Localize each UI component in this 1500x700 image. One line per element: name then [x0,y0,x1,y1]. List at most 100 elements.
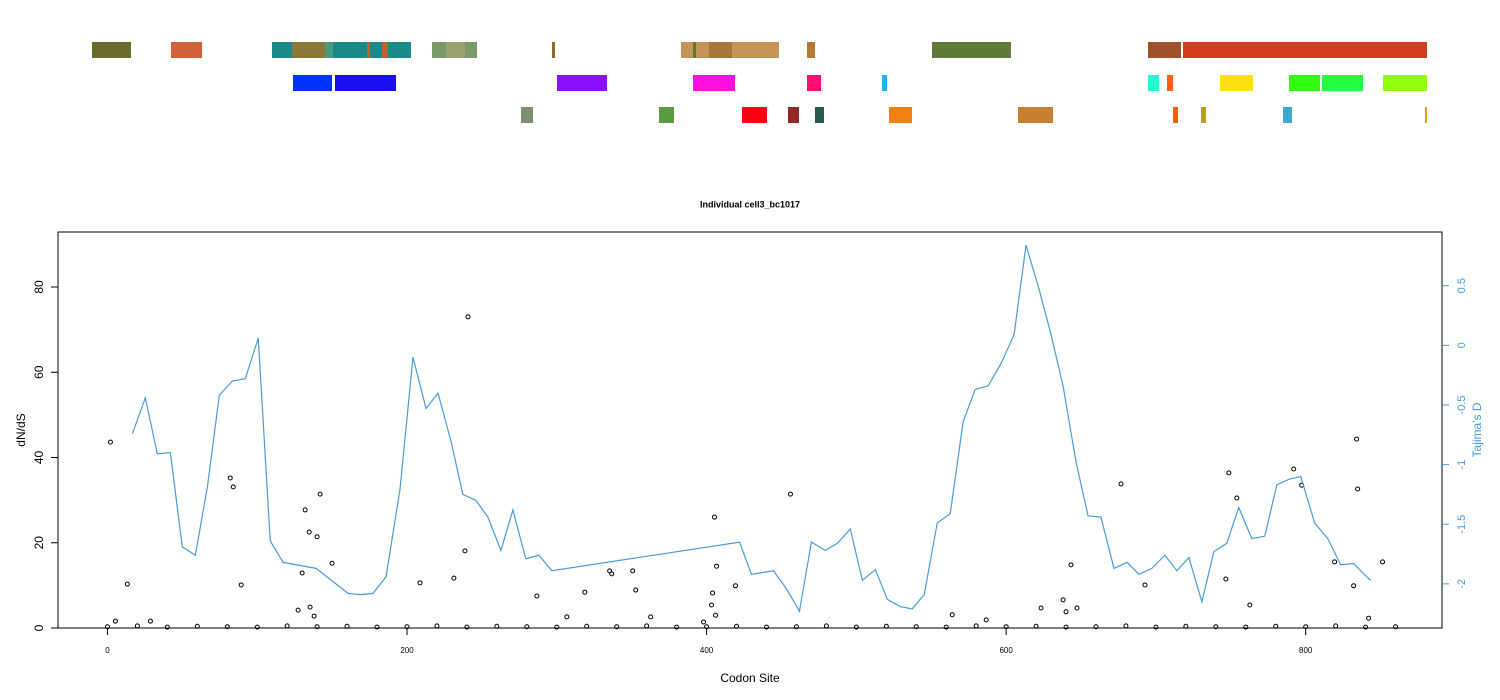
x-tick-label: 600 [999,646,1013,655]
point [1354,436,1360,442]
point [307,604,313,610]
point [609,571,615,577]
point [1366,615,1372,621]
point [107,439,113,445]
point [194,623,200,629]
point [1074,605,1080,611]
y2-tick-label: -1 [1456,460,1468,470]
point [973,623,979,629]
point [230,484,236,490]
point [1273,623,1279,629]
point [913,624,919,630]
y-tick-label: 0 [32,624,46,631]
y-tick-label: 60 [32,365,46,379]
point [1183,623,1189,629]
point [1355,486,1361,492]
point [1333,623,1339,629]
point [823,623,829,629]
x-tick-label: 200 [400,646,414,655]
point [633,587,639,593]
y2-tick-label: -2 [1456,579,1468,589]
point [314,534,320,540]
point [1332,559,1338,565]
y2-tick-label: 0.5 [1456,278,1468,293]
point [763,624,769,630]
point [417,580,423,586]
point [317,491,323,497]
point [494,623,500,629]
point [1234,495,1240,501]
point [311,613,317,619]
point [295,607,301,613]
point [712,514,718,520]
y2-tick-label: 0 [1456,342,1468,348]
point [134,623,140,629]
point [630,568,636,574]
point [238,582,244,588]
point [1243,624,1249,630]
point [1038,605,1044,611]
point [949,612,955,618]
point [582,589,588,595]
point [554,624,560,630]
line [131,244,1371,614]
point [1380,559,1386,565]
point [1226,470,1232,476]
point [793,624,799,630]
point [284,623,290,629]
point [306,529,312,535]
point [329,560,335,566]
y2-tick-label: -0.5 [1456,395,1468,414]
point [164,624,170,630]
point [564,614,570,620]
point [465,314,471,320]
point [584,623,590,629]
point [1063,624,1069,630]
x-tick-label: 0 [105,646,110,655]
point [1303,624,1309,630]
point [434,623,440,629]
point [853,624,859,630]
point [227,475,233,481]
plot-frame [57,231,1443,629]
point [314,624,320,630]
point [1351,583,1357,589]
point [648,614,654,620]
point [124,581,130,587]
point [344,623,350,629]
x-axis-label: Codon Site [720,671,780,685]
point [1060,597,1066,603]
point [374,624,380,630]
point [883,623,889,629]
point [714,563,720,569]
point [1247,602,1253,608]
point [524,624,530,630]
point [787,491,793,497]
point [464,624,470,630]
point [1063,609,1069,615]
point [451,575,457,581]
x-tick-label: 800 [1299,646,1313,655]
point [732,583,738,589]
y-tick-label: 20 [32,536,46,550]
point [1291,466,1297,472]
point [147,618,153,624]
point [1223,576,1229,582]
point [710,590,716,596]
y-tick-label: 40 [32,450,46,464]
point [1003,624,1009,630]
y-tick-label: 80 [32,280,46,294]
point [1153,624,1159,630]
point [1068,562,1074,568]
point [104,624,110,630]
point [1118,481,1124,487]
point [254,624,260,630]
chart-title: Individual cell3_bc1017 [700,199,800,209]
point [1142,582,1148,588]
point [112,618,118,624]
domain-tracks [92,42,1427,123]
x-tick-label: 400 [700,646,714,655]
point [734,623,740,629]
point [1213,624,1219,630]
